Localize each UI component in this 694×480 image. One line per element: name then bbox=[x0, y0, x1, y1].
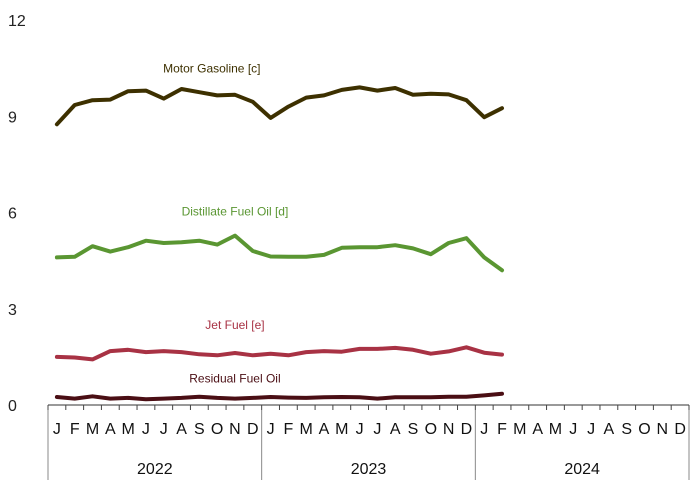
month-label: M bbox=[335, 421, 348, 438]
series-label-residual-fuel-oil: Residual Fuel Oil bbox=[189, 372, 280, 386]
month-label: N bbox=[443, 421, 455, 438]
month-label: M bbox=[121, 421, 134, 438]
month-label: J bbox=[480, 421, 488, 438]
month-label: J bbox=[142, 421, 150, 438]
month-label: D bbox=[461, 421, 473, 438]
month-label: F bbox=[70, 421, 80, 438]
year-label: 2023 bbox=[351, 461, 387, 478]
series-lines bbox=[54, 85, 504, 402]
month-label: A bbox=[604, 421, 615, 438]
month-label: S bbox=[621, 421, 632, 438]
series-line-distillate-fuel-oil bbox=[54, 233, 504, 273]
month-label: A bbox=[105, 421, 116, 438]
month-label: M bbox=[513, 421, 526, 438]
month-label: A bbox=[319, 421, 330, 438]
y-tick-label: 9 bbox=[8, 109, 17, 126]
y-tick-label: 6 bbox=[8, 206, 17, 223]
month-label: J bbox=[587, 421, 595, 438]
series-labels: Motor Gasoline [c] Distillate Fuel Oil [d… bbox=[163, 61, 288, 385]
month-label: D bbox=[247, 421, 259, 438]
month-label: A bbox=[390, 421, 401, 438]
month-label: J bbox=[356, 421, 364, 438]
month-label: M bbox=[549, 421, 562, 438]
month-label: O bbox=[211, 421, 223, 438]
series-label-motor-gasoline: Motor Gasoline [c] bbox=[163, 61, 260, 75]
year-label: 2024 bbox=[564, 461, 600, 478]
month-label: N bbox=[657, 421, 669, 438]
month-label: O bbox=[425, 421, 437, 438]
month-label: N bbox=[229, 421, 241, 438]
month-label: M bbox=[300, 421, 313, 438]
series-line-jet-fuel bbox=[54, 345, 504, 362]
month-label: S bbox=[408, 421, 419, 438]
x-axis: J F M A M J J A S O N D J F M A M J J A S O N D J F M A M J J A S O N D2022… bbox=[47, 404, 690, 480]
month-label: O bbox=[638, 421, 650, 438]
month-label: J bbox=[267, 421, 275, 438]
month-label: M bbox=[86, 421, 99, 438]
month-label: J bbox=[373, 421, 381, 438]
year-label: 2022 bbox=[137, 461, 173, 478]
month-label: J bbox=[53, 421, 61, 438]
month-label: A bbox=[176, 421, 187, 438]
month-label: S bbox=[194, 421, 205, 438]
month-label: J bbox=[160, 421, 168, 438]
series-line-motor-gasoline bbox=[54, 85, 504, 127]
month-label: F bbox=[283, 421, 293, 438]
series-line-residual-fuel-oil bbox=[54, 391, 504, 402]
y-tick-label: 12 bbox=[8, 13, 26, 30]
y-tick-label: 0 bbox=[8, 398, 17, 415]
y-axis: 0 3 6 9 12 bbox=[8, 13, 26, 415]
month-label: A bbox=[532, 421, 543, 438]
series-label-distillate-fuel-oil: Distillate Fuel Oil [d] bbox=[182, 205, 289, 219]
month-label: F bbox=[497, 421, 507, 438]
series-label-jet-fuel: Jet Fuel [e] bbox=[205, 318, 264, 332]
month-label: J bbox=[569, 421, 577, 438]
y-tick-label: 3 bbox=[8, 302, 17, 319]
month-label: D bbox=[674, 421, 686, 438]
